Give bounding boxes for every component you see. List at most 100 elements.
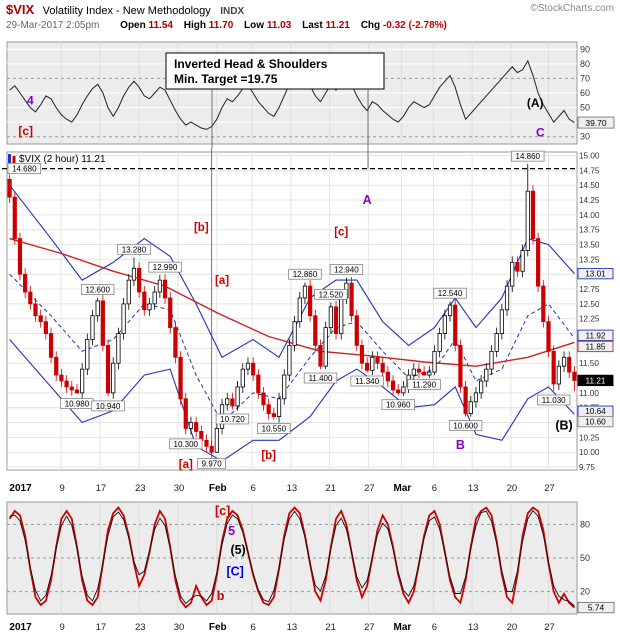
axis-value-box: 10.60 xyxy=(577,415,614,428)
axis-tick-label: 14.00 xyxy=(579,211,600,220)
chart-header: $VIX Volatility Index - New Methodology … xyxy=(0,0,620,38)
middle-band-dashed xyxy=(9,273,575,424)
axis-tick-label: 50 xyxy=(580,103,590,113)
axis-tick-label: 90 xyxy=(580,44,590,54)
svg-text:11.030: 11.030 xyxy=(542,396,566,405)
axis-tick-label: 11.50 xyxy=(579,359,599,368)
x-axis-label: 2017 xyxy=(9,622,32,633)
main-price-panel: 14.680 12.600 10.980 10.940 13.280 12.990 10.3… xyxy=(2,148,614,472)
axis-tick-label: 60 xyxy=(580,88,590,98)
price-callout: 12.520 xyxy=(314,289,348,300)
x-axis-label: 27 xyxy=(544,483,555,494)
axis-tick-label: 13.25 xyxy=(579,255,600,264)
axis-tick-label: 14.50 xyxy=(579,181,600,190)
wave-label: (A) xyxy=(527,96,544,110)
axis-value-box: 10.64 xyxy=(577,405,614,417)
price-callout: 12.860 xyxy=(288,268,322,280)
wave-label: A xyxy=(363,193,372,207)
svg-text:12.860: 12.860 xyxy=(293,270,318,279)
x-axis-label: 21 xyxy=(325,622,336,633)
axis-tick-label: 14.75 xyxy=(579,166,600,175)
price-callout: 11.290 xyxy=(407,379,441,390)
x-axis-label: 2017 xyxy=(9,483,32,494)
wave-label: [a] xyxy=(215,275,229,287)
axis-tick-label: 70 xyxy=(580,73,590,83)
svg-text:14.860: 14.860 xyxy=(516,152,541,161)
axis-value-box: 39.70 xyxy=(577,116,615,129)
svg-text:10.300: 10.300 xyxy=(174,440,199,449)
svg-text:9.970: 9.970 xyxy=(202,459,223,468)
svg-text:11.400: 11.400 xyxy=(309,374,333,383)
x-axis-label: 27 xyxy=(544,622,555,633)
x-axis-label: Mar xyxy=(393,483,412,494)
svg-text:10.980: 10.980 xyxy=(65,400,90,409)
x-axis-label: 20 xyxy=(506,622,518,633)
svg-text:10.64: 10.64 xyxy=(585,407,606,416)
open-value: 11.54 xyxy=(148,20,173,31)
axis-tick-label: 10.25 xyxy=(579,433,600,442)
lower-bollinger-band xyxy=(9,339,575,462)
svg-text:12.940: 12.940 xyxy=(334,265,359,274)
price-callout: 11.030 xyxy=(537,394,571,406)
annotation-line1: Inverted Head & Shoulders xyxy=(174,57,328,71)
svg-text:11.290: 11.290 xyxy=(412,381,436,390)
wave-label: 4 xyxy=(27,93,34,107)
wave-label: b xyxy=(217,589,225,603)
stochastic-black-line xyxy=(9,509,575,607)
svg-text:10.720: 10.720 xyxy=(220,415,245,424)
x-axis-label: 27 xyxy=(364,483,375,494)
x-axis-label: Feb xyxy=(208,483,227,494)
main-series-label: $VIX (2 hour) 11.21 xyxy=(19,154,106,165)
wave-label: C xyxy=(536,125,545,139)
svg-text:12.520: 12.520 xyxy=(319,290,344,299)
axis-value-box: 11.85 xyxy=(577,340,614,353)
price-callout: 12.540 xyxy=(433,287,467,299)
x-axis-label: 17 xyxy=(95,483,107,494)
price-callout: 14.860 xyxy=(511,150,545,162)
svg-text:5.74: 5.74 xyxy=(588,603,605,613)
price-callout: 10.300 xyxy=(169,438,203,450)
wave-label: 5 xyxy=(228,524,235,538)
svg-text:12.600: 12.600 xyxy=(85,286,110,295)
svg-text:10.550: 10.550 xyxy=(262,424,287,433)
axis-tick-label: 14.25 xyxy=(579,196,600,205)
axis-value-box: 13.01 xyxy=(577,267,614,280)
svg-text:10.940: 10.940 xyxy=(96,402,121,411)
axis-value-box: 11.92 xyxy=(577,329,614,341)
x-axis-label: 13 xyxy=(286,483,298,494)
wave-label: [b] xyxy=(194,222,209,234)
svg-text:13.280: 13.280 xyxy=(122,245,147,254)
x-axis-label: 6 xyxy=(431,622,437,633)
x-axis-label: 23 xyxy=(134,622,146,633)
axis-tick-label: 30 xyxy=(580,132,590,142)
wave-label: [b] xyxy=(261,450,276,462)
price-callout: 10.720 xyxy=(215,413,250,425)
header-row-title: $VIX Volatility Index - New Methodology … xyxy=(6,1,614,17)
x-axis-label: 30 xyxy=(173,622,185,633)
axis-tick-label: 12.25 xyxy=(579,315,600,324)
axis-tick-label: 12.75 xyxy=(579,285,600,294)
x-axis-label: 6 xyxy=(250,483,256,494)
price-callout: 12.600 xyxy=(81,284,115,295)
svg-text:11.92: 11.92 xyxy=(586,331,606,340)
x-axis-label: 13 xyxy=(467,483,479,494)
x-axis-label: 20 xyxy=(506,483,518,494)
wave-label: (5) xyxy=(230,543,245,557)
axis-tick-label: 13.75 xyxy=(579,226,600,235)
copyright: ©StockCharts.com xyxy=(530,3,614,14)
datetime: 29-Mar-2017 2:05pm xyxy=(6,20,100,31)
axis-tick-label: 50 xyxy=(580,553,590,563)
axis-tick-label: 80 xyxy=(580,519,590,529)
price-callout: 11.400 xyxy=(303,372,338,384)
axis-tick-label: 12.50 xyxy=(579,300,600,309)
x-axis-label: 30 xyxy=(173,483,185,494)
axis-tick-label: 10.00 xyxy=(579,448,600,457)
x-axis-label: Mar xyxy=(393,622,412,633)
price-callout: 10.940 xyxy=(91,400,125,412)
price-callout: 12.990 xyxy=(148,261,182,273)
x-axis-label: 9 xyxy=(59,622,65,633)
price-callout: 14.680 xyxy=(7,163,41,174)
x-axis-label: 13 xyxy=(467,622,479,633)
candlesticks xyxy=(7,163,577,454)
x-axis-label: 27 xyxy=(364,622,375,633)
